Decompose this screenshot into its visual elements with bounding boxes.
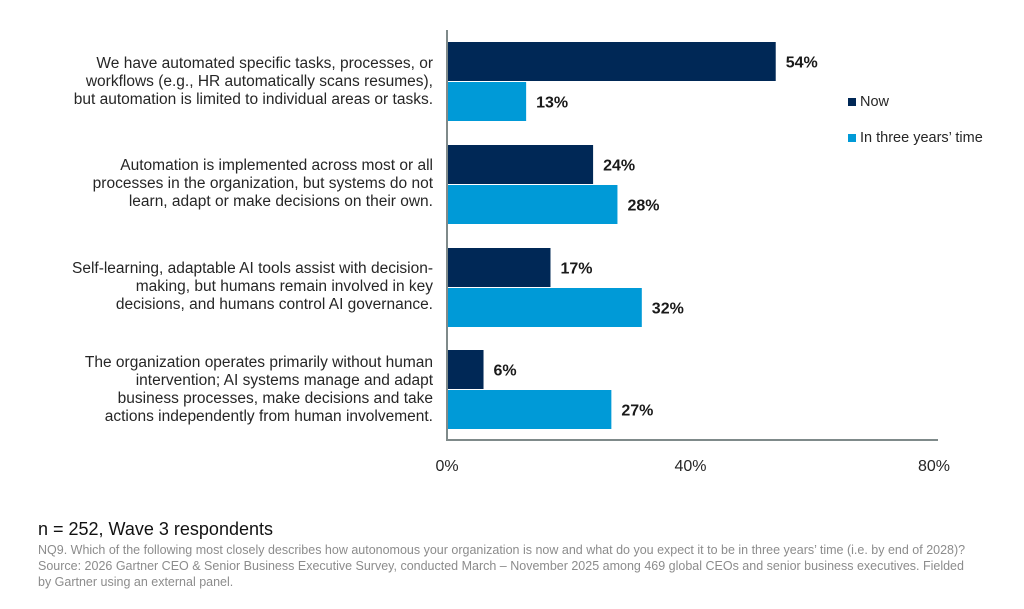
bar-now-1 [447, 42, 776, 81]
bar-chart: 54% 13% 24% 28% 17% 32% 6% 27% 0% 40% 80% [435, 30, 950, 475]
legend-item-three-years: In three years’ time [848, 130, 983, 146]
value-label-now-3: 17% [560, 261, 592, 278]
bar-three-years-3 [447, 288, 642, 327]
category-label-line: business processes, make decisions and t… [117, 390, 433, 407]
category-label-4: The organization operates primarily with… [3, 354, 433, 426]
sample-size-note: n = 252, Wave 3 respondents [38, 519, 273, 539]
bar-now-4 [447, 350, 484, 389]
value-label-now-2: 24% [603, 158, 635, 175]
source-note: Source: 2026 Gartner CEO & Senior Busine… [38, 559, 964, 589]
category-label-line: learn, adapt or make decisions on their … [128, 193, 433, 210]
bars-group [447, 42, 776, 429]
category-label-1: We have automated specific tasks, proces… [3, 55, 433, 109]
legend-label-now: Now [860, 94, 890, 110]
value-label-three-years-1: 13% [536, 95, 568, 112]
category-label-line: decisions, and humans control AI governa… [115, 296, 433, 313]
category-label-line: actions independently from human involve… [104, 408, 433, 425]
legend-swatch-three-years [848, 134, 856, 142]
value-label-now-1: 54% [786, 55, 818, 72]
legend-label-three-years: In three years’ time [860, 130, 983, 146]
category-label-line: but automation is limited to individual … [73, 91, 433, 108]
bar-three-years-1 [447, 82, 527, 121]
x-tick-labels: 0% 40% 80% [435, 458, 950, 475]
x-tick-label-80: 80% [918, 458, 950, 475]
category-label-2: Automation is implemented across most or… [3, 157, 433, 211]
bar-three-years-2 [447, 185, 618, 224]
survey-question-note: NQ9. Which of the following most closely… [38, 543, 966, 557]
footnote: NQ9. Which of the following most closely… [38, 542, 978, 590]
bar-now-2 [447, 145, 594, 184]
category-label-3: Self-learning, adaptable AI tools assist… [3, 260, 433, 314]
value-label-now-4: 6% [494, 363, 517, 380]
category-label-line: Automation is implemented across most or… [120, 157, 433, 174]
value-label-three-years-2: 28% [627, 198, 659, 215]
x-tick-label-40: 40% [674, 458, 706, 475]
category-label-line: We have automated specific tasks, proces… [96, 55, 433, 72]
category-label-line: workflows (e.g., HR automatically scans … [85, 73, 433, 90]
bar-now-3 [447, 248, 551, 287]
value-labels-group: 54% 13% 24% 28% 17% 32% 6% 27% [494, 55, 818, 420]
legend-swatch-now [848, 98, 856, 106]
legend-item-now: Now [848, 94, 889, 110]
category-label-line: making, but humans remain involved in ke… [135, 278, 433, 295]
value-label-three-years-3: 32% [652, 301, 684, 318]
category-label-line: processes in the organization, but syste… [92, 175, 433, 192]
category-label-line: The organization operates primarily with… [84, 354, 433, 371]
category-label-line: intervention; AI systems manage and adap… [135, 372, 433, 389]
x-tick-label-0: 0% [435, 458, 458, 475]
category-label-line: Self-learning, adaptable AI tools assist… [71, 260, 433, 277]
bar-three-years-4 [447, 390, 612, 429]
value-label-three-years-4: 27% [621, 403, 653, 420]
